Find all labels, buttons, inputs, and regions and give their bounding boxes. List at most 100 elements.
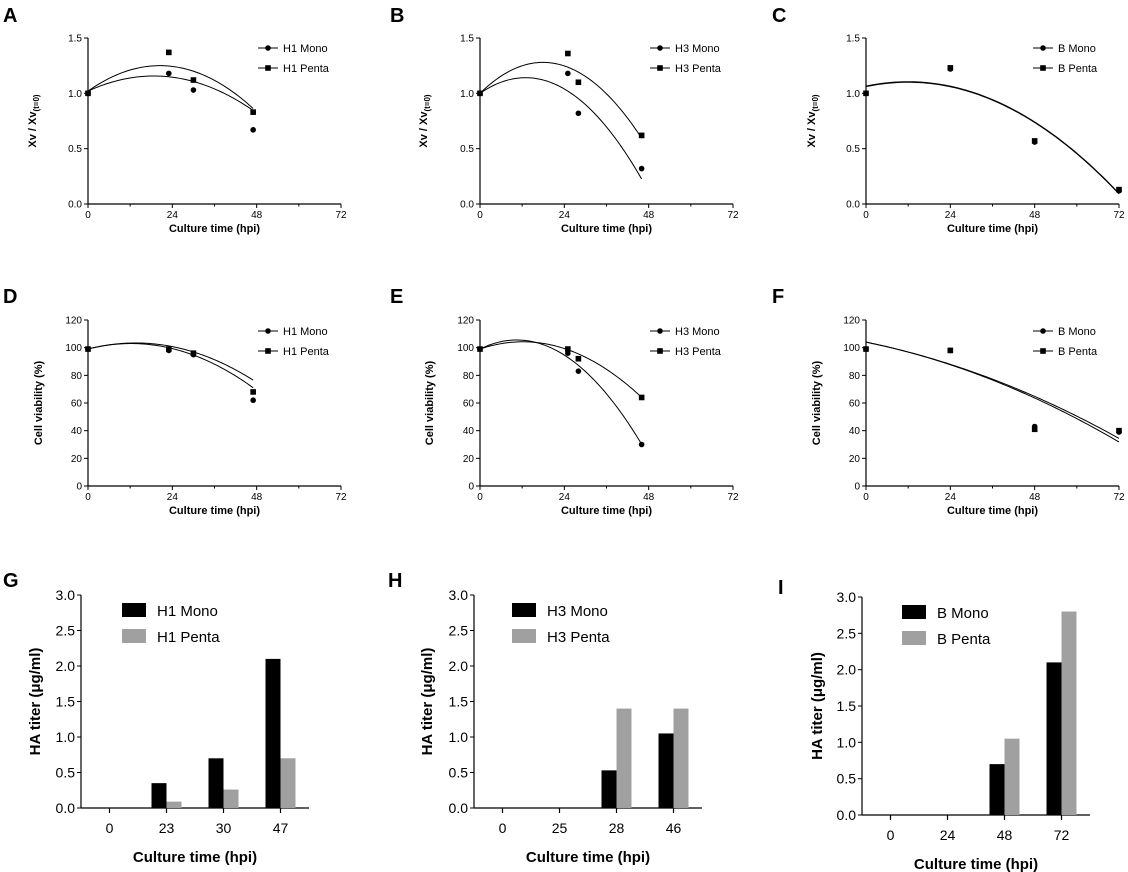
- x-tick-label: 0: [863, 492, 869, 503]
- y-tick-label: 2.5: [449, 623, 469, 639]
- data-point: [190, 350, 197, 356]
- fit-curve-b-penta: [865, 81, 1120, 194]
- panel-label: D: [3, 286, 17, 308]
- panel-label: B: [390, 5, 404, 27]
- y-tick-label: 120: [457, 316, 474, 327]
- legend-marker: [657, 328, 663, 334]
- y-axis-label: Cell viability (%): [811, 360, 823, 445]
- y-axis-label: Cell viability (%): [33, 360, 45, 445]
- bar-h1-mono: [265, 658, 281, 808]
- y-tick-label: 1.0: [460, 89, 474, 100]
- legend-label: B Mono: [1058, 43, 1096, 55]
- bar-h1-mono: [208, 758, 224, 808]
- data-point: [166, 49, 172, 56]
- legend-marker: [657, 65, 663, 71]
- legend-marker: [657, 45, 663, 51]
- x-tick-label: 72: [335, 492, 347, 503]
- y-tick-label: 0.0: [837, 807, 857, 823]
- y-axis-label-subscript: (t=0): [423, 94, 432, 111]
- data-point: [166, 70, 172, 77]
- y-tick-label: 2.0: [56, 658, 76, 674]
- data-point: [575, 355, 582, 362]
- fit-curve-h1-mono: [87, 75, 254, 111]
- x-axis-label: Culture time (hpi): [947, 505, 1038, 517]
- legend-marker: [265, 348, 271, 354]
- y-tick-label: 2.0: [837, 662, 857, 678]
- y-tick-label: 0: [76, 482, 82, 493]
- data-point: [477, 90, 483, 97]
- y-axis-label: Xv / Xv(t=0): [27, 94, 41, 148]
- x-tick-label: 0: [477, 492, 483, 503]
- x-tick-label: 47: [273, 820, 289, 836]
- legend-label: H1 Mono: [283, 326, 328, 338]
- y-tick-label: 100: [843, 343, 860, 354]
- x-tick-label: 72: [1113, 210, 1125, 221]
- y-tick-label: 20: [463, 454, 475, 465]
- fit-curve-b-mono: [865, 81, 1120, 195]
- legend-label: H3 Penta: [675, 346, 722, 358]
- data-point: [638, 132, 645, 139]
- y-tick-label: 80: [463, 371, 475, 382]
- legend-label: B Penta: [937, 631, 991, 648]
- data-point: [575, 110, 582, 117]
- x-tick-label: 0: [85, 492, 91, 503]
- y-tick-label: 0.0: [68, 200, 82, 211]
- x-tick-label: 48: [1029, 492, 1041, 503]
- y-axis-label-subscript: (t=0): [811, 94, 820, 111]
- panel-f: F 0 20 40 60 80 100 120 Cell viability (%) Cultur…: [772, 286, 1125, 517]
- bar-b-mono: [989, 764, 1005, 815]
- legend-swatch: [512, 603, 536, 617]
- bar-h1-penta: [223, 789, 239, 808]
- legend-swatch: [122, 603, 146, 617]
- x-axis-label: Culture time (hpi): [526, 849, 650, 866]
- legend-marker: [1040, 328, 1046, 334]
- y-tick-label: 2.5: [56, 623, 76, 639]
- data-point: [1116, 186, 1122, 193]
- legend-label: B Penta: [1058, 346, 1098, 358]
- legend-swatch: [902, 631, 926, 645]
- y-tick-label: 80: [71, 371, 83, 382]
- x-tick-label: 24: [945, 492, 957, 503]
- bar-b-penta: [1061, 611, 1077, 815]
- data-point: [1031, 426, 1038, 433]
- data-point: [565, 346, 571, 352]
- legend-marker: [1040, 45, 1046, 51]
- x-axis-label: Culture time (hpi): [169, 505, 260, 517]
- legend-label: B Mono: [937, 605, 989, 622]
- panel-label: C: [772, 5, 786, 27]
- y-tick-label: 0.5: [837, 771, 857, 787]
- x-tick-label: 72: [727, 210, 739, 221]
- x-axis-label: Culture time (hpi): [561, 223, 652, 235]
- x-tick-label: 48: [1029, 210, 1041, 221]
- y-tick-label: 1.5: [837, 698, 857, 714]
- data-point: [863, 346, 869, 352]
- y-tick-label: 0.0: [846, 200, 860, 211]
- legend-label: H3 Penta: [675, 63, 722, 75]
- legend-swatch: [122, 629, 146, 643]
- legend-marker: [1040, 65, 1046, 71]
- y-tick-label: 1.5: [68, 34, 82, 45]
- y-tick-label: 0.5: [68, 144, 82, 155]
- panel-d: D 0 20 40 60 80 100 120 Cell viability (%) Cultur…: [3, 286, 347, 517]
- x-tick-label: 24: [940, 827, 956, 843]
- bar-h3-mono: [601, 770, 617, 808]
- y-axis-label: Xv / Xv(t=0): [418, 94, 432, 148]
- x-tick-label: 24: [559, 492, 571, 503]
- legend-label: H1 Penta: [283, 63, 330, 75]
- y-tick-label: 0.5: [846, 144, 860, 155]
- panel-label: F: [772, 286, 784, 308]
- fit-curve-h3-mono: [479, 77, 643, 180]
- data-point: [575, 368, 582, 374]
- panel-h: H 0.0 0.5 1.0 1.5 2.0 2.5 3.0 HA titer (μg/ml) Cu…: [388, 570, 702, 866]
- x-tick-label: 23: [159, 820, 175, 836]
- fit-curve-h3-mono: [479, 339, 643, 445]
- x-tick-label: 24: [559, 210, 571, 221]
- bar-h1-penta: [166, 801, 182, 808]
- y-tick-label: 1.5: [460, 34, 474, 45]
- x-tick-label: 72: [1054, 827, 1070, 843]
- y-tick-label: 0.0: [56, 800, 76, 816]
- bar-h3-penta: [616, 708, 632, 808]
- x-tick-label: 72: [1113, 492, 1125, 503]
- data-point: [250, 127, 256, 133]
- x-tick-label: 0: [106, 820, 114, 836]
